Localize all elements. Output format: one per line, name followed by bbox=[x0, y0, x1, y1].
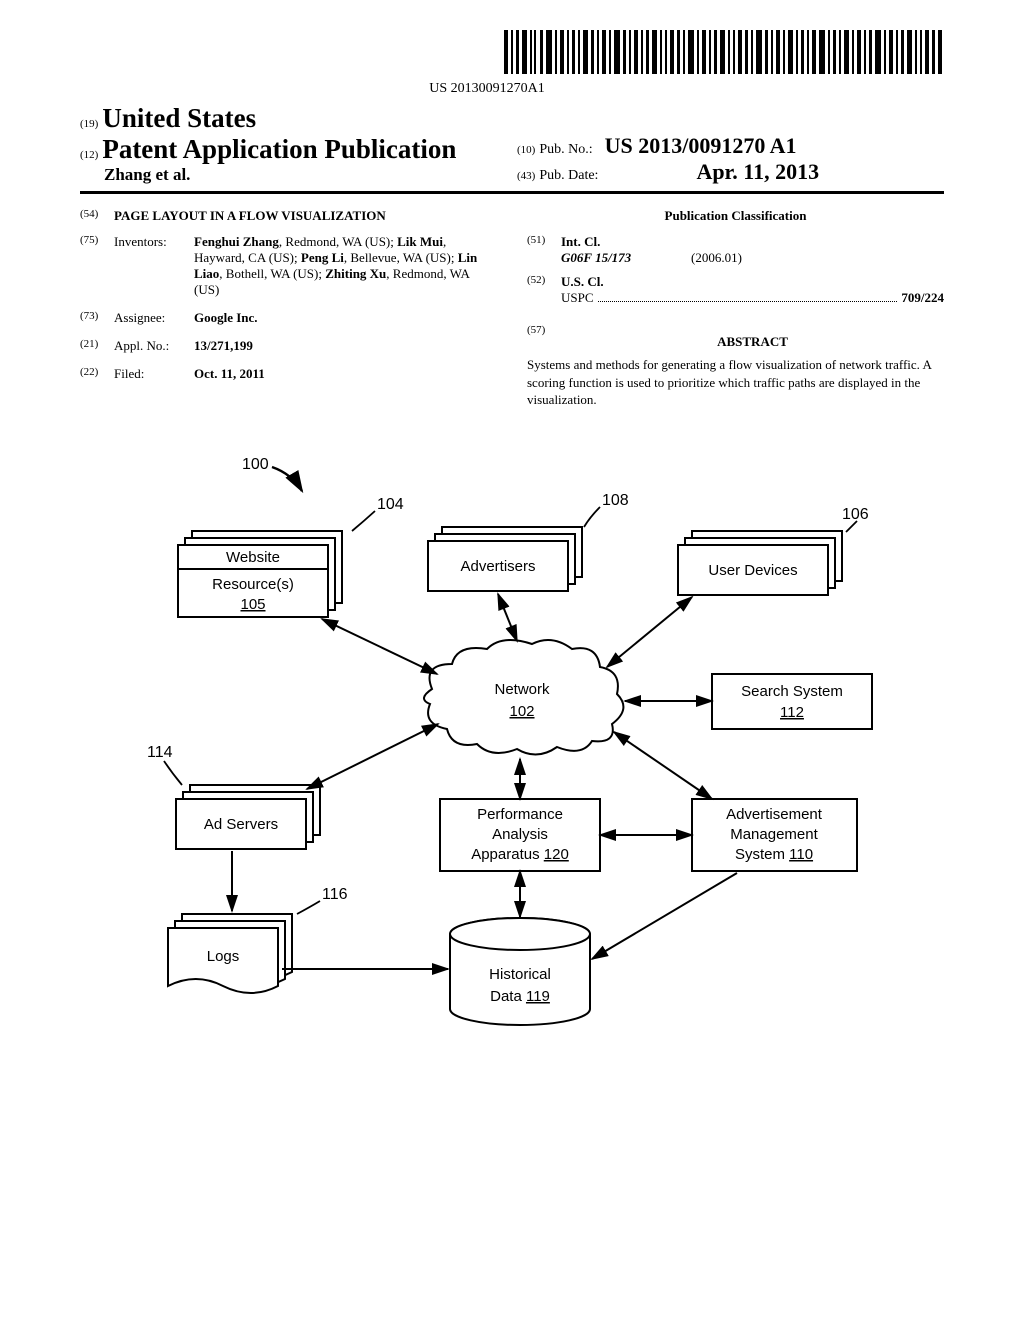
pubno-label: Pub. No.: bbox=[539, 142, 592, 157]
biblio-left: (54) PAGE LAYOUT IN A FLOW VISUALIZATION… bbox=[80, 208, 497, 409]
ref-106: 106 bbox=[842, 506, 869, 523]
abstract-code: (57) bbox=[527, 324, 561, 356]
node-search-system: Search System 112 bbox=[712, 674, 872, 729]
svg-text:User Devices: User Devices bbox=[708, 562, 797, 579]
abstract-title: ABSTRACT bbox=[561, 334, 944, 350]
ref-116: 116 bbox=[322, 886, 348, 903]
applno-code: (21) bbox=[80, 338, 114, 354]
applno: 13/271,199 bbox=[194, 338, 497, 354]
svg-text:Logs: Logs bbox=[207, 948, 240, 965]
svg-text:System 110: System 110 bbox=[735, 846, 813, 863]
ref-108: 108 bbox=[602, 492, 629, 509]
svg-text:Website: Website bbox=[226, 549, 280, 566]
pubdate: Apr. 11, 2013 bbox=[696, 159, 819, 184]
node-advertisers: Advertisers bbox=[428, 527, 582, 591]
barcode-block: US 20130091270A1 bbox=[80, 30, 944, 97]
filed: Oct. 11, 2011 bbox=[194, 366, 497, 382]
filed-label: Filed: bbox=[114, 366, 194, 382]
svg-text:Apparatus 120: Apparatus 120 bbox=[471, 846, 569, 863]
biblio: (54) PAGE LAYOUT IN A FLOW VISUALIZATION… bbox=[80, 208, 944, 409]
svg-text:102: 102 bbox=[509, 703, 534, 720]
node-ad-servers: Ad Servers bbox=[176, 785, 320, 849]
intcl-date: (2006.01) bbox=[691, 250, 742, 266]
ref-114: 114 bbox=[147, 744, 173, 761]
intcl-class: G06F 15/173 bbox=[561, 250, 691, 266]
ref-100: 100 bbox=[242, 456, 269, 473]
intcl-code: (51) bbox=[527, 234, 561, 266]
pubno: US 2013/0091270 A1 bbox=[605, 133, 797, 158]
header-rule bbox=[80, 191, 944, 194]
node-network: Network 102 bbox=[424, 640, 623, 755]
ref-104: 104 bbox=[377, 496, 404, 513]
svg-text:Performance: Performance bbox=[477, 806, 563, 823]
abstract-text: Systems and methods for generating a flo… bbox=[527, 356, 944, 409]
node-logs: Logs bbox=[168, 914, 292, 993]
svg-text:112: 112 bbox=[780, 704, 804, 721]
node-website: Website Resource(s) 105 bbox=[178, 531, 342, 617]
inventors: Fenghui Zhang, Redmond, WA (US); Lik Mui… bbox=[194, 234, 497, 298]
svg-text:Advertisers: Advertisers bbox=[460, 558, 535, 575]
uscl-label: U.S. Cl. bbox=[561, 274, 944, 290]
pubclass-title: Publication Classification bbox=[527, 208, 944, 224]
svg-text:Resource(s): Resource(s) bbox=[212, 576, 294, 593]
node-performance-analysis: Performance Analysis Apparatus 120 bbox=[440, 799, 600, 871]
header: (19) United States (12) Patent Applicati… bbox=[80, 103, 944, 185]
intcl-label: Int. Cl. bbox=[561, 234, 944, 250]
svg-text:Search System: Search System bbox=[741, 683, 843, 700]
code-19: (19) bbox=[80, 118, 98, 130]
assignee-code: (73) bbox=[80, 310, 114, 326]
biblio-right: Publication Classification (51) Int. Cl.… bbox=[527, 208, 944, 409]
assignee-label: Assignee: bbox=[114, 310, 194, 326]
uscl-code: (52) bbox=[527, 274, 561, 306]
inventors-label: Inventors: bbox=[114, 234, 194, 298]
svg-text:105: 105 bbox=[240, 596, 265, 613]
node-ad-management: Advertisement Management System 110 bbox=[692, 799, 857, 871]
svg-text:Data 119: Data 119 bbox=[490, 988, 550, 1005]
barcode-text: US 20130091270A1 bbox=[80, 81, 894, 97]
country: United States bbox=[102, 103, 256, 133]
node-user-devices: User Devices bbox=[678, 531, 842, 595]
svg-text:Analysis: Analysis bbox=[492, 826, 548, 843]
inventors-code: (75) bbox=[80, 234, 114, 298]
filed-code: (22) bbox=[80, 366, 114, 382]
dotted-leader bbox=[598, 290, 898, 302]
code-12: (12) bbox=[80, 149, 98, 161]
svg-text:Advertisement: Advertisement bbox=[726, 806, 823, 823]
svg-text:Historical: Historical bbox=[489, 966, 551, 983]
svg-text:Ad Servers: Ad Servers bbox=[204, 816, 278, 833]
title-code: (54) bbox=[80, 208, 114, 224]
doctype: Patent Application Publication bbox=[102, 134, 456, 164]
pubdate-label: Pub. Date: bbox=[539, 168, 598, 183]
uspc-val: 709/224 bbox=[901, 290, 944, 306]
svg-text:Management: Management bbox=[730, 826, 818, 843]
title: PAGE LAYOUT IN A FLOW VISUALIZATION bbox=[114, 208, 497, 224]
uspc-label: USPC bbox=[561, 290, 594, 306]
authors-header: Zhang et al. bbox=[104, 165, 190, 184]
code-43: (43) bbox=[517, 170, 535, 182]
figure-1: 100 Website Resource(s) 105 104 Advertis… bbox=[122, 449, 902, 1069]
node-historical-data: Historical Data 119 bbox=[450, 918, 590, 1025]
barcode-svg bbox=[504, 30, 944, 74]
svg-text:Network: Network bbox=[494, 681, 550, 698]
applno-label: Appl. No.: bbox=[114, 338, 194, 354]
assignee: Google Inc. bbox=[194, 310, 497, 326]
code-10: (10) bbox=[517, 144, 535, 156]
